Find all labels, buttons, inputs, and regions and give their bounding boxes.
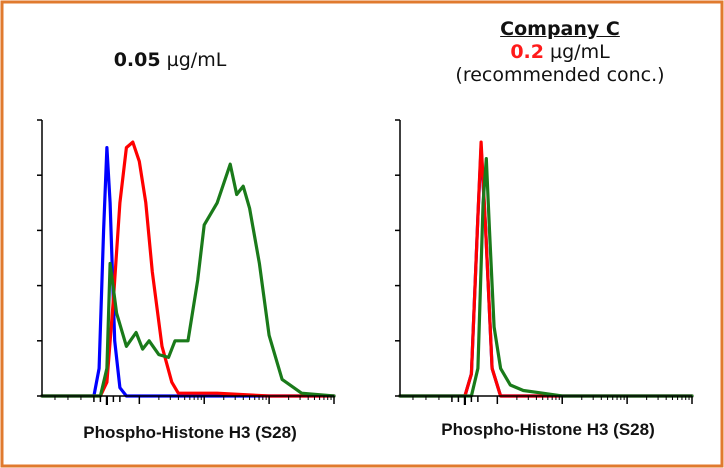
left-concentration-unit: µg/mL — [166, 49, 227, 71]
right-concentration: 0.2 µg/mL — [410, 41, 710, 64]
right-red-series-line — [398, 140, 694, 398]
right-panel-title: Company C 0.2 µg/mL (recommended conc.) — [410, 18, 710, 87]
recommended-note: (recommended conc.) — [455, 64, 665, 86]
left-panel-title: 0.05 µg/mL — [20, 49, 320, 71]
left-green-series-line — [40, 162, 336, 398]
left-red-series-line — [40, 140, 336, 398]
right-concentration-unit: µg/mL — [550, 41, 610, 63]
histogram-right — [395, 119, 694, 405]
company-label: Company C — [500, 18, 620, 40]
left-x-axis-label: Phospho-Histone H3 (S28) — [83, 423, 297, 442]
right-green-series-line — [398, 157, 694, 398]
right-concentration-value: 0.2 — [510, 41, 544, 63]
left-concentration-value: 0.05 — [113, 49, 161, 71]
right-x-axis-label: Phospho-Histone H3 (S28) — [441, 420, 655, 439]
left-blue-series-line — [40, 146, 336, 398]
histogram-left — [37, 119, 336, 405]
